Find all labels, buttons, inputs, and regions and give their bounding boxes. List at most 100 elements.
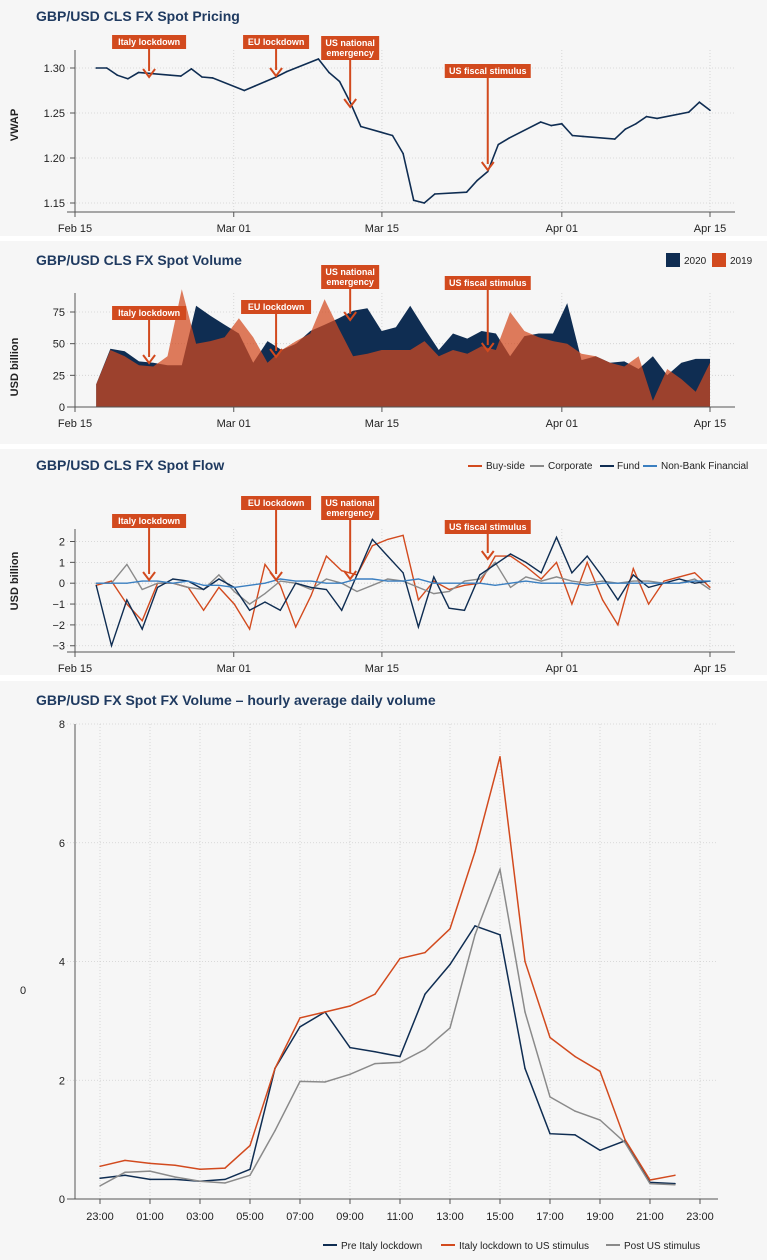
- flow-annotation-eu-lockdown: EU lockdown: [241, 496, 312, 582]
- pricing-point: [476, 179, 478, 182]
- flow-point-fund: [172, 578, 174, 580]
- flow-point-fund: [555, 536, 558, 538]
- flow-point-non-bank-financial: [249, 584, 251, 586]
- pricing-annotation-label: US national: [325, 38, 375, 48]
- hourly-point-post-us-stimulus: [399, 1061, 401, 1064]
- pricing-point: [264, 80, 267, 83]
- hourly-point-post-us-stimulus: [249, 1174, 251, 1176]
- hourly-point-pre-italy-lockdown: [449, 963, 451, 966]
- flow-point-non-bank-financial: [694, 580, 696, 582]
- pricing-annotation-box: [321, 36, 380, 60]
- flow-point-corporate: [479, 578, 481, 580]
- volume-annotation-label: Italy lockdown: [118, 308, 180, 318]
- flow-point-fund: [509, 553, 512, 555]
- flow-point-buy-side: [571, 603, 573, 605]
- pricing-point: [254, 85, 256, 87]
- hourly-point-italy-lockdown-to-us-stimulus: [474, 850, 476, 853]
- volume-series-2020-point: [395, 327, 396, 328]
- flow-point-fund: [525, 561, 527, 563]
- hourly-point-italy-lockdown-to-us-stimulus: [499, 755, 501, 758]
- pricing-point: [338, 80, 341, 83]
- volume-series-2020-point: [481, 330, 482, 331]
- flow-point-corporate: [525, 576, 527, 578]
- flow-point-non-bank-financial: [218, 584, 220, 586]
- volume-series-2020-point: [367, 308, 368, 309]
- volume-series-2020-point: [310, 330, 311, 331]
- volume-series-2020-point: [552, 333, 553, 334]
- volume-chart: GBP/USD CLS FX Spot Volume USD billion 2…: [9, 252, 753, 430]
- flow-point-buy-side: [417, 599, 420, 601]
- volume-ytick: 50: [53, 339, 65, 351]
- flow-point-fund: [586, 555, 588, 557]
- hourly-point-post-us-stimulus: [424, 1048, 426, 1051]
- pricing-series-line: [96, 58, 711, 204]
- pricing-xtick-apr-15: Apr 15: [694, 223, 726, 235]
- flow-annotation-label: US national: [325, 498, 375, 508]
- flow-point-fund: [371, 538, 373, 541]
- hourly-point-post-us-stimulus: [99, 1185, 101, 1187]
- volume-series-2020-point: [410, 305, 411, 306]
- flow-point-non-bank-financial: [509, 582, 512, 584]
- hourly-xtick-23-00: 23:00: [86, 1211, 114, 1223]
- flow-annotation-arrow: [269, 571, 283, 582]
- volume-annotation-arrow: [142, 354, 156, 365]
- flow-point-fund: [479, 574, 481, 576]
- hourly-point-italy-lockdown-to-us-stimulus: [299, 1017, 301, 1019]
- flow-point-corporate: [187, 586, 189, 588]
- hourly-point-pre-italy-lockdown: [374, 1051, 376, 1053]
- flow-point-non-bank-financial: [371, 578, 373, 580]
- flow-point-non-bank-financial: [156, 580, 159, 582]
- legend-label-fund: Fund: [617, 461, 640, 472]
- flow-point-corporate: [509, 586, 512, 588]
- flow-point-corporate: [356, 590, 358, 593]
- volume-series-2019-point: [438, 356, 439, 357]
- hourly-xtick-03-00: 03:00: [186, 1211, 214, 1223]
- hourly-point-italy-lockdown-to-us-stimulus: [274, 1067, 276, 1070]
- flow-annotation-box: [241, 496, 312, 510]
- flow-point-fund: [433, 576, 435, 578]
- flow-point-fund: [110, 645, 113, 647]
- flow-point-corporate: [694, 578, 696, 580]
- volume-series-2019-point: [267, 362, 268, 363]
- flow-point-fund: [463, 609, 466, 611]
- hourly-ytick: 4: [59, 957, 65, 969]
- hourly-point-post-us-stimulus: [324, 1081, 326, 1083]
- volume-series-2020-point: [495, 333, 496, 334]
- pricing-point: [698, 101, 701, 103]
- pricing-annotation-us-fiscal-stimulus: US fiscal stimulus: [444, 64, 531, 172]
- flow-annotation-italy-lockdown: Italy lockdown: [112, 514, 187, 582]
- flow-point-corporate: [417, 586, 420, 588]
- flow-point-corporate: [433, 593, 435, 595]
- pricing-point: [402, 152, 404, 155]
- pricing-annotation-arrow: [480, 161, 495, 172]
- flow-point-fund: [402, 572, 404, 574]
- flow-point-non-bank-financial: [110, 582, 113, 584]
- pricing-annotation-box: [444, 64, 531, 78]
- hourly-xtick-17-00: 17:00: [536, 1211, 564, 1223]
- flow-annotation-label: Italy lockdown: [118, 516, 180, 526]
- flow-point-corporate: [325, 578, 327, 580]
- flow-point-fund: [279, 609, 281, 611]
- hourly-point-italy-lockdown-to-us-stimulus: [174, 1164, 176, 1166]
- pricing-point: [497, 143, 500, 146]
- legend-label-non-bank-financial: Non-Bank Financial: [661, 461, 748, 472]
- flow-point-fund: [494, 563, 496, 566]
- volume-series-2019-point: [709, 362, 710, 363]
- flow-point-fund: [571, 572, 573, 574]
- flow-point-non-bank-financial: [601, 582, 604, 584]
- volume-series-2020-point: [709, 358, 710, 359]
- hourly-point-italy-lockdown-to-us-stimulus: [574, 1055, 576, 1058]
- flow-point-non-bank-financial: [126, 582, 128, 584]
- volume-annotation-arrow: [480, 342, 495, 353]
- pricing-annotation-arrow: [269, 67, 283, 78]
- volume-series-2019-point: [467, 353, 468, 354]
- volume-series-2020-point: [353, 310, 354, 311]
- volume-ytick: 25: [53, 370, 65, 382]
- volume-series-2020-point: [381, 330, 382, 331]
- flow-point-fund: [356, 574, 358, 576]
- volume-series-2019-point: [110, 349, 111, 350]
- flow-point-fund: [694, 582, 696, 584]
- hourly-point-post-us-stimulus: [649, 1182, 651, 1185]
